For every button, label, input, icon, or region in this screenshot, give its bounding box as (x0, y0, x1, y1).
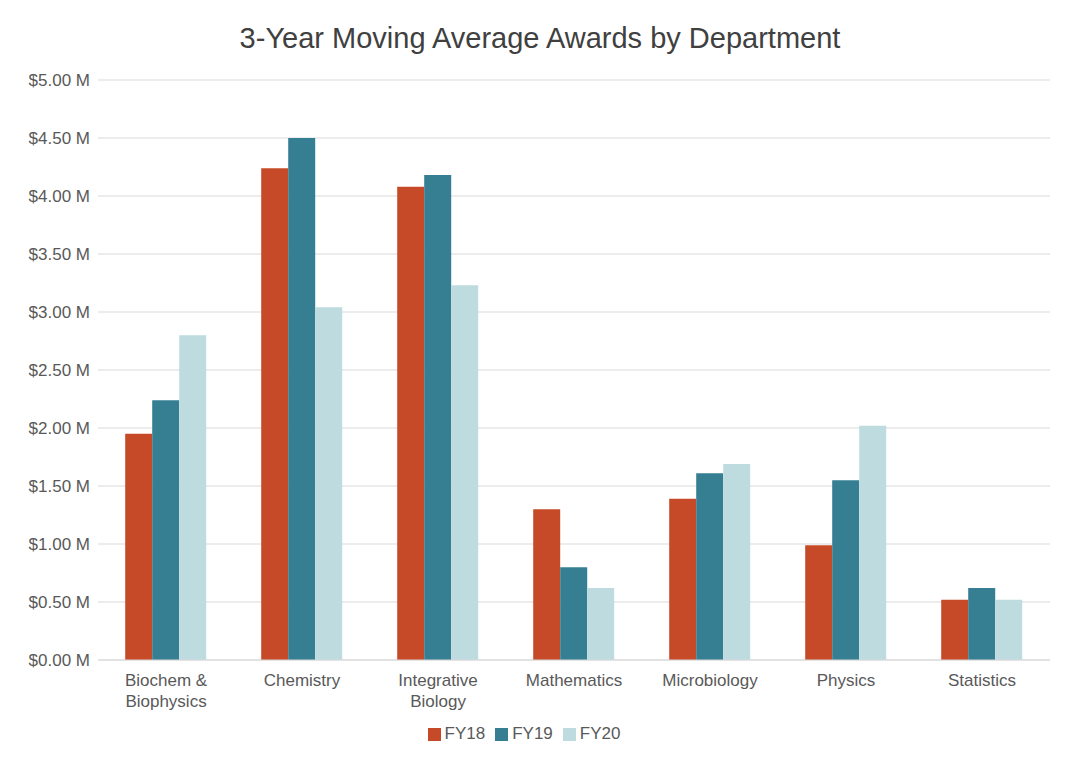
svg-text:Chemistry: Chemistry (264, 671, 341, 690)
html-text:3-Year Moving Average Awards b: 3-Year Moving Average Awards by Departme… (239, 22, 841, 54)
svg-text:$2.00 M: $2.00 M (29, 419, 90, 438)
svg-text:$1.50 M: $1.50 M (29, 477, 90, 496)
svg-text:$1.00 M: $1.00 M (29, 535, 90, 554)
svg-text:$5.00 M: $5.00 M (29, 71, 90, 90)
svg-text:Biochem &Biophysics: Biochem &Biophysics (125, 671, 208, 711)
svg-text:Microbiology: Microbiology (662, 671, 758, 690)
svg-text:$2.50 M: $2.50 M (29, 361, 90, 380)
svg-text:$3.50 M: $3.50 M (29, 245, 90, 264)
svg-text:$3.00 M: $3.00 M (29, 303, 90, 322)
svg-text:Physics: Physics (817, 671, 876, 690)
svg-text:Mathematics: Mathematics (526, 671, 622, 690)
html-text:FY18: FY18 (444, 724, 486, 743)
svg-text:Statistics: Statistics (948, 671, 1016, 690)
svg-text:$4.50 M: $4.50 M (29, 129, 90, 148)
svg-text:$0.50 M: $0.50 M (29, 593, 90, 612)
html-text:FY19: FY19 (512, 724, 553, 743)
svg-text:IntegrativeBiology: IntegrativeBiology (398, 671, 477, 711)
svg-text:$0.00 M: $0.00 M (29, 651, 90, 670)
html-text:FY20: FY20 (579, 724, 621, 743)
svg-text:$4.00 M: $4.00 M (29, 187, 90, 206)
